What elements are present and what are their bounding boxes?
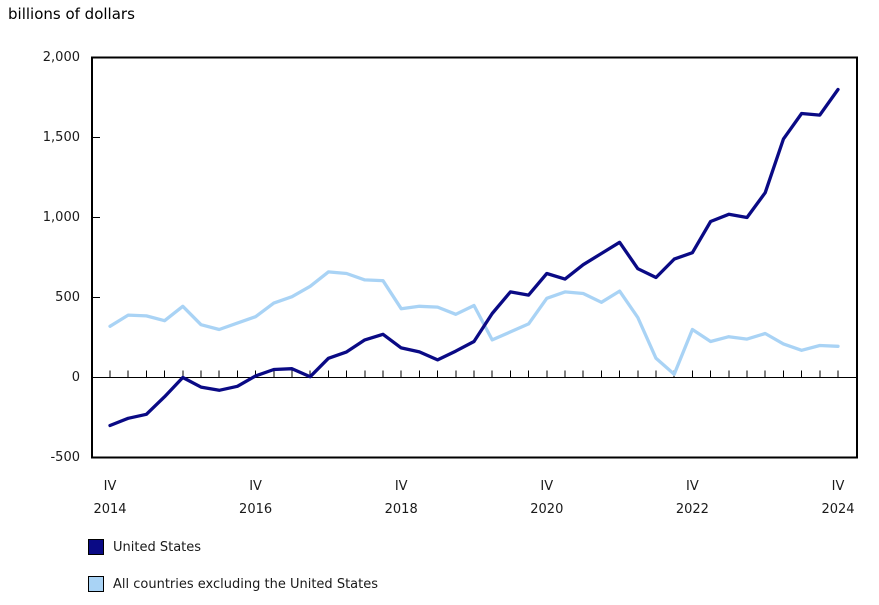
x-axis-label-year: 2014	[93, 502, 127, 517]
x-axis-label-quarter: IV	[831, 479, 845, 494]
chart-title: billions of dollars	[8, 5, 135, 23]
y-axis-label: 0	[71, 370, 80, 385]
series-line-all-countries-excluding-the-united-states	[108, 270, 840, 376]
legend-item-all-countries-excluding-us: All countries excluding the United State…	[88, 575, 378, 593]
x-axis-label-quarter: IV	[394, 479, 408, 494]
plot-border	[91, 56, 858, 459]
x-axis-label-quarter: IV	[249, 479, 262, 494]
legend-label-united-states: United States	[113, 539, 202, 555]
legend-swatch-all-countries-excluding-us	[88, 576, 104, 592]
chart-legend: United States All countries excluding th…	[88, 538, 378, 605]
y-axis-label: -500	[50, 450, 80, 465]
y-axis-label: 1,000	[42, 210, 80, 225]
y-axis-label: 2,000	[42, 50, 80, 65]
x-axis-label-year: 2020	[530, 502, 564, 517]
x-axis-label-quarter: IV	[686, 479, 699, 494]
y-axis-label: 1,500	[42, 130, 80, 145]
legend-swatch-united-states	[88, 539, 104, 555]
x-axis-label-year: 2016	[239, 502, 273, 517]
series-line-united-states	[108, 87, 840, 428]
x-axis-label-quarter: IV	[103, 479, 117, 494]
y-axis-label: 500	[55, 290, 80, 305]
x-axis-label-year: 2022	[675, 502, 709, 517]
legend-label-all-countries-excluding-us: All countries excluding the United State…	[113, 576, 379, 592]
x-axis-label-quarter: IV	[540, 479, 554, 494]
x-axis-label-year: 2024	[821, 502, 855, 517]
x-axis-label-year: 2018	[384, 502, 418, 517]
legend-item-united-states: United States	[88, 538, 378, 556]
